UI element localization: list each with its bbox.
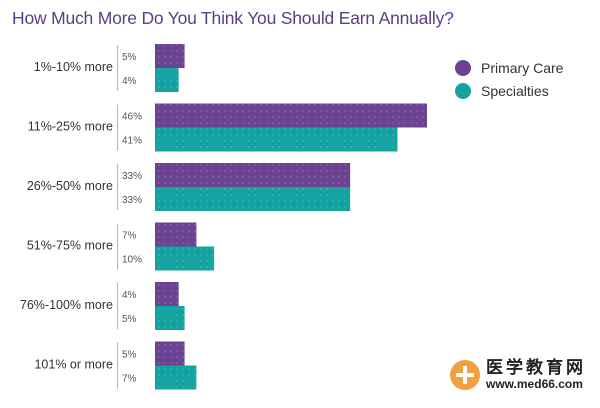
- watermark-url: www.med66.com: [486, 376, 583, 391]
- value-label: 33%: [122, 171, 142, 182]
- value-label: 7%: [122, 374, 137, 385]
- category-label: 101% or more: [34, 358, 113, 372]
- bar-texture: [155, 44, 185, 68]
- value-label: 5%: [122, 350, 137, 361]
- bar-texture: [155, 306, 185, 330]
- watermark-text: 医学教育网: [486, 358, 586, 378]
- bar-texture: [155, 103, 427, 128]
- bar-texture: [155, 163, 351, 187]
- value-label: 46%: [122, 112, 142, 123]
- value-label: 7%: [122, 231, 137, 242]
- bar-texture: [155, 222, 197, 247]
- category-label: 26%-50% more: [27, 179, 113, 193]
- value-label: 33%: [122, 195, 142, 206]
- value-label: 5%: [122, 52, 137, 63]
- legend-swatch-primary-care: [455, 60, 471, 76]
- value-label: 4%: [122, 290, 137, 301]
- watermark: 医学教育网 www.med66.com: [450, 358, 586, 391]
- watermark-logo-icon: [450, 360, 480, 391]
- legend-swatch-specialties: [455, 83, 471, 99]
- category-label: 51%-75% more: [27, 239, 113, 253]
- value-label: 10%: [122, 255, 142, 266]
- chart-title: How Much More Do You Think You Should Ea…: [12, 8, 454, 28]
- legend: Primary Care Specialties: [455, 60, 563, 106]
- category-label: 76%-100% more: [20, 298, 113, 312]
- value-label: 41%: [122, 136, 142, 147]
- value-label: 4%: [122, 76, 137, 87]
- legend-label-specialties: Specialties: [481, 83, 549, 99]
- bar-texture: [155, 282, 179, 306]
- category-label: 1%-10% more: [34, 60, 113, 74]
- legend-label-primary-care: Primary Care: [481, 60, 564, 76]
- category-label: 11%-25% more: [28, 120, 113, 134]
- bar-texture: [155, 246, 215, 271]
- bar-texture: [155, 365, 197, 390]
- bar-texture: [155, 127, 398, 152]
- bar-texture: [155, 68, 179, 92]
- legend-item-specialties: Specialties: [455, 83, 563, 99]
- legend-item-primary-care: Primary Care: [455, 60, 563, 76]
- bar-texture: [155, 341, 185, 366]
- bar-texture: [155, 187, 351, 211]
- value-label: 5%: [122, 314, 137, 325]
